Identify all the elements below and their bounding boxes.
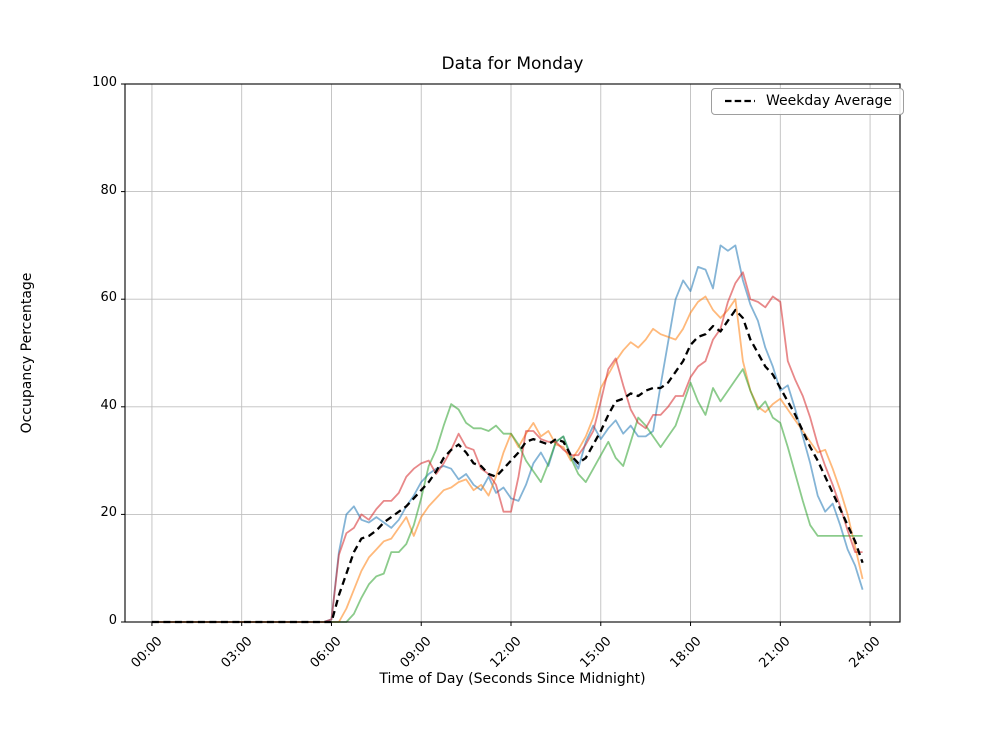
plot-svg [121,83,901,626]
legend: Weekday Average [711,88,905,115]
series-line-4 [151,271,863,623]
y-tick-label: 80 [100,182,117,198]
chart-title: Data for Monday [441,54,584,74]
figure: Data for Monday Time of Day (Seconds Sin… [19,54,905,687]
y-tick-label: 40 [100,397,117,413]
series-line-2 [151,295,864,623]
y-tick-label: 20 [100,505,117,521]
axes-spines [124,83,901,623]
y-axis-label: Occupancy Percentage [19,272,35,434]
y-tick-label: 0 [108,613,117,628]
y-tick-label: 100 [92,75,117,90]
legend-dash-sample-icon [725,99,755,103]
y-tick-label: 60 [100,290,117,306]
legend-label: Weekday Average [766,93,893,109]
x-axis-label: Time of Day (Seconds Since Midnight) [379,671,646,687]
series-weekday-average [151,308,864,624]
